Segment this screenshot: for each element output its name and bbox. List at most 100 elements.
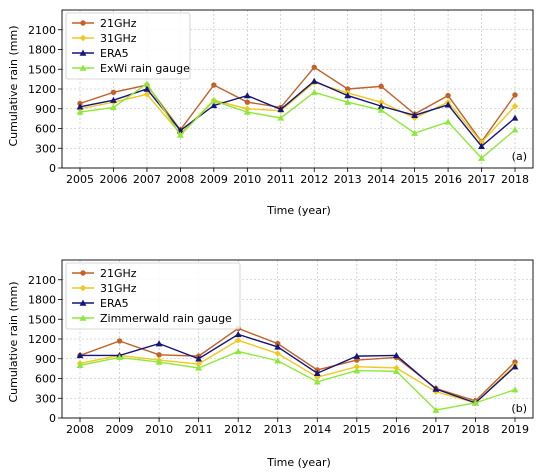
data-point [344, 86, 351, 92]
panel-label: (b) [511, 402, 527, 415]
x-tick-label: 2015 [401, 173, 429, 186]
legend-marker [79, 314, 87, 321]
legend-item: 31GHz [72, 282, 137, 295]
x-tick-label: 2013 [334, 173, 362, 186]
legend: 21GHz 31GHz ERA5 ExWi rain gauge [65, 12, 191, 80]
data-point [76, 103, 84, 110]
data-point [511, 102, 519, 110]
y-axis-title: Cumulative rain (mm) [7, 25, 20, 146]
legend-marker [79, 34, 87, 42]
legend-box [65, 262, 241, 330]
data-point [195, 364, 203, 371]
data-point [211, 82, 217, 88]
x-tick-label: 2014 [303, 423, 331, 436]
data-point [195, 360, 202, 368]
x-tick-label: 2010 [233, 173, 261, 186]
data-point [313, 378, 321, 385]
y-tick-label: 600 [35, 373, 56, 386]
x-tick-label: 2012 [224, 423, 252, 436]
legend-item: ERA5 [72, 297, 129, 310]
chart-panel-a: 0 300 600 900 1200 1500 1800 2100 2005 2006 2007 20… [7, 9, 534, 217]
legend-marker [79, 49, 87, 56]
y-tick-label: 900 [35, 103, 56, 116]
x-tick-label: 2010 [145, 423, 173, 436]
legend-label: ERA5 [100, 47, 129, 60]
data-point [234, 337, 242, 344]
x-tick-label: 2008 [166, 173, 194, 186]
y-tick-label: 1500 [28, 63, 56, 76]
data-point [274, 350, 281, 357]
data-point [472, 399, 479, 406]
data-point [512, 92, 518, 98]
series-line [79, 82, 516, 160]
data-point [234, 330, 242, 338]
x-tick-label: 2014 [367, 173, 395, 186]
y-tick-label: 900 [35, 353, 56, 366]
data-point [143, 91, 151, 98]
data-point [277, 114, 285, 121]
y-tick-label: 0 [49, 412, 56, 425]
x-tick-label: 2017 [468, 173, 496, 186]
data-point [378, 83, 384, 90]
data-point [274, 343, 282, 350]
x-tick-label: 2009 [200, 173, 228, 186]
y-axis-title: Cumulative rain (mm) [7, 281, 20, 402]
series-line [79, 350, 516, 411]
legend-marker [79, 284, 87, 292]
x-tick-label: 2012 [300, 173, 328, 186]
legend-label: 21GHz [100, 17, 137, 30]
x-axis-title: Time (year) [266, 204, 331, 217]
y-tick-label: 2100 [28, 274, 56, 287]
data-point [511, 363, 519, 370]
data-point [155, 340, 163, 347]
data-point [156, 352, 162, 358]
legend-marker [80, 270, 86, 276]
series-zimmerwald-rain-gauge [76, 348, 519, 413]
plot-area: 0 300 600 900 1200 1500 1800 2100 2008 2009 2010 20… [28, 259, 534, 436]
panel-label: (a) [512, 150, 527, 163]
legend-label: 21GHz [100, 267, 137, 280]
data-point [392, 352, 400, 359]
x-tick-label: 2013 [264, 423, 292, 436]
data-point [511, 126, 519, 133]
data-point [110, 104, 117, 111]
legend-label: Zimmerwald rain gauge [100, 312, 232, 325]
legend-marker [80, 20, 86, 26]
data-point [411, 129, 419, 136]
y-tick-label: 300 [35, 142, 56, 155]
data-point [110, 89, 117, 95]
data-point [243, 92, 251, 99]
x-tick-label: 2008 [66, 423, 94, 436]
x-tick-label: 2016 [382, 423, 410, 436]
data-point [76, 352, 84, 359]
data-point [511, 114, 519, 121]
legend-label: 31GHz [100, 32, 137, 45]
plot-area: 0 300 600 900 1200 1500 1800 2100 2005 2006 2007 20… [28, 9, 534, 186]
y-tick-label: 600 [35, 123, 56, 136]
legend-item: Zimmerwald rain gauge [72, 312, 232, 325]
data-point [210, 102, 218, 109]
data-point [176, 131, 184, 138]
legend-item: ExWi rain gauge [72, 62, 190, 75]
series-era5 [76, 77, 519, 149]
series-exwi-rain-gauge [76, 80, 519, 161]
data-point [274, 357, 282, 364]
data-point [478, 142, 485, 149]
series-line [79, 80, 516, 148]
x-tick-label: 2017 [422, 423, 450, 436]
data-point [310, 88, 318, 96]
data-point [143, 80, 151, 87]
series-line [80, 333, 516, 404]
legend-item: 21GHz [72, 17, 137, 30]
y-tick-label: 300 [35, 392, 56, 405]
data-point [344, 98, 352, 105]
x-tick-label: 2006 [99, 173, 127, 186]
y-tick-label: 1200 [28, 83, 56, 96]
data-point [244, 99, 251, 105]
x-tick-label: 2011 [267, 173, 295, 186]
x-tick-label: 2005 [66, 173, 94, 186]
y-tick-label: 1800 [28, 44, 56, 57]
data-point [377, 106, 385, 113]
data-point [116, 354, 123, 361]
